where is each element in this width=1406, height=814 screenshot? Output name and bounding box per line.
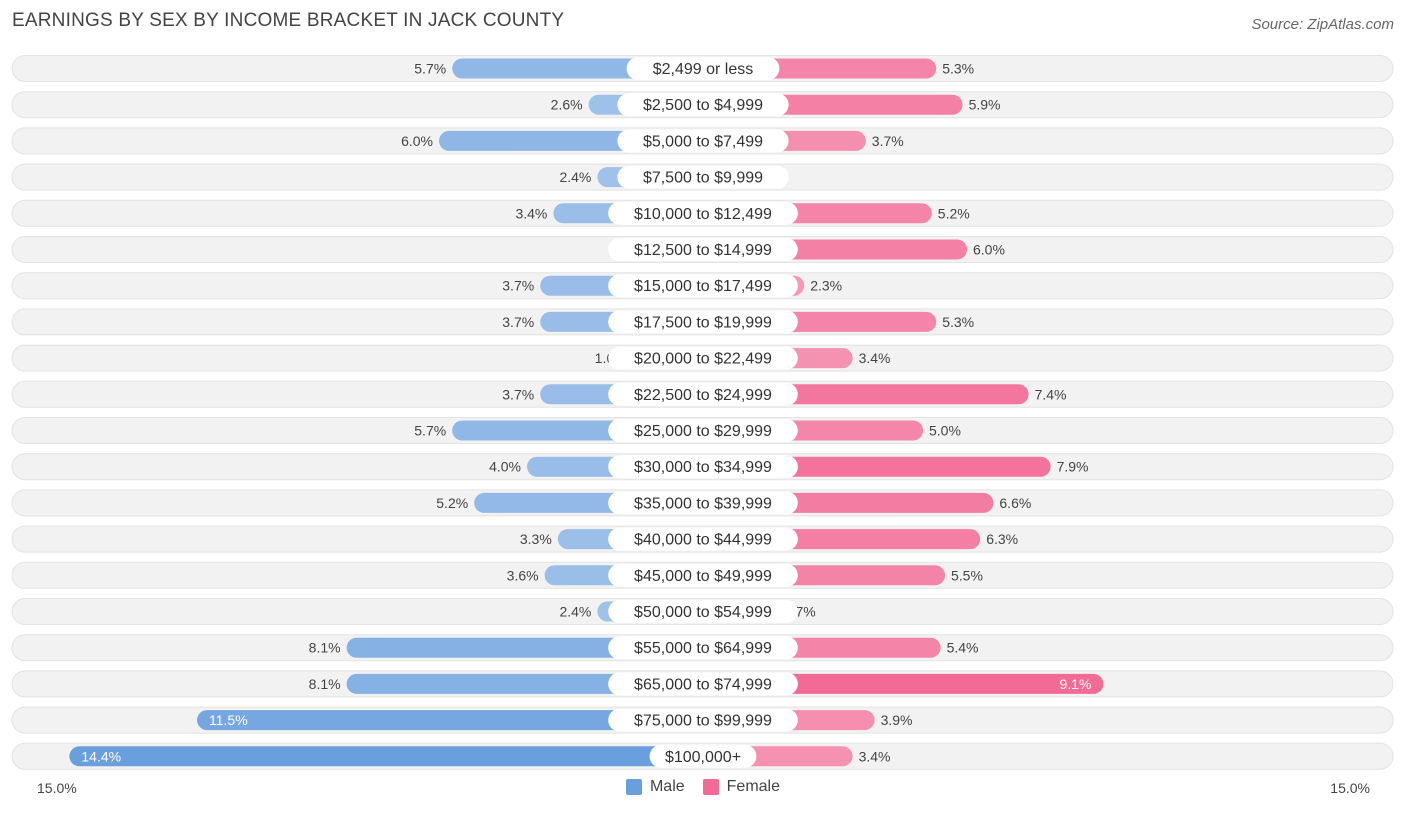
female-value-label: 5.3% xyxy=(942,61,974,77)
category-label: $20,000 to $22,499 xyxy=(634,351,772,368)
category-label-pill xyxy=(608,419,798,442)
category-label: $17,500 to $19,999 xyxy=(634,314,772,331)
female-value-label: 2.3% xyxy=(810,278,842,294)
male-value-label: 3.7% xyxy=(502,278,534,294)
male-value-label: 3.6% xyxy=(507,567,539,583)
legend-swatch-female xyxy=(702,779,719,795)
category-label-pill xyxy=(608,636,798,660)
category-label: $30,000 to $34,999 xyxy=(634,459,772,476)
male-value-label: 3.7% xyxy=(502,314,534,330)
category-label-pill xyxy=(608,346,798,370)
source-credit: Source: ZipAtlas.com xyxy=(1251,16,1394,33)
female-value-label: 9.1% xyxy=(1059,676,1091,692)
female-value-label: 3.4% xyxy=(859,350,891,366)
axis-left-label: 15.0% xyxy=(37,780,77,796)
male-value-label: 2.4% xyxy=(559,169,591,185)
female-value-label: 5.3% xyxy=(942,314,974,330)
category-label-pill xyxy=(608,708,798,732)
female-value-label: 6.0% xyxy=(973,242,1005,258)
category-label: $55,000 to $64,999 xyxy=(634,640,772,657)
category-label-pill xyxy=(608,274,798,298)
female-value-label: 3.4% xyxy=(859,748,891,764)
legend-label-female: Female xyxy=(726,778,781,795)
category-label-pill xyxy=(626,57,780,80)
category-label-pill xyxy=(617,93,789,117)
female-value-label: 7.4% xyxy=(1035,386,1067,402)
category-label: $22,500 to $24,999 xyxy=(634,387,772,404)
category-label-pill xyxy=(608,238,798,261)
male-value-label: 8.1% xyxy=(309,676,341,692)
male-value-label: 14.4% xyxy=(81,748,121,764)
legend-swatch-male xyxy=(625,779,642,795)
female-value-label: 3.9% xyxy=(881,712,913,728)
category-label-pill xyxy=(608,600,798,623)
male-value-label: 2.4% xyxy=(559,604,591,620)
legend-item-female: Female xyxy=(702,778,781,796)
male-value-label: 5.7% xyxy=(414,61,446,77)
female-value-label: 6.3% xyxy=(986,531,1018,547)
female-value-label: 5.9% xyxy=(969,97,1001,113)
female-value-label: 5.2% xyxy=(938,205,970,221)
chart-title: EARNINGS BY SEX BY INCOME BRACKET IN JAC… xyxy=(12,10,565,31)
category-label-pill xyxy=(608,527,798,551)
female-value-label: 6.6% xyxy=(999,495,1031,511)
male-value-label: 3.4% xyxy=(515,205,547,221)
category-label-pill xyxy=(608,382,798,406)
category-label-pill xyxy=(608,455,798,479)
male-value-label: 5.2% xyxy=(436,495,468,511)
category-label: $7,500 to $9,999 xyxy=(643,170,763,187)
category-label: $45,000 to $49,999 xyxy=(634,568,772,585)
category-label-pill xyxy=(608,672,798,696)
category-label: $25,000 to $29,999 xyxy=(634,423,772,440)
male-value-label: 8.1% xyxy=(309,640,341,656)
category-label: $5,000 to $7,499 xyxy=(643,133,763,150)
male-bar xyxy=(69,746,703,767)
category-label: $2,500 to $4,999 xyxy=(643,97,763,114)
female-value-label: 5.4% xyxy=(947,640,979,656)
category-label: $12,500 to $14,999 xyxy=(634,242,772,259)
male-value-label: 2.6% xyxy=(551,97,583,113)
male-value-label: 4.0% xyxy=(489,459,521,475)
category-label: $35,000 to $39,999 xyxy=(634,495,772,512)
category-label-pill xyxy=(617,165,789,189)
category-label: $65,000 to $74,999 xyxy=(634,676,772,693)
male-value-label: 3.7% xyxy=(502,386,534,402)
legend: Male Female xyxy=(0,778,1406,796)
male-value-label: 11.5% xyxy=(209,712,248,728)
legend-label-male: Male xyxy=(649,778,685,795)
category-label: $100,000+ xyxy=(665,749,741,766)
category-label: $75,000 to $99,999 xyxy=(634,713,772,730)
male-value-label: 5.7% xyxy=(414,423,446,439)
axis-right-label: 15.0% xyxy=(1330,780,1370,796)
legend-item-male: Male xyxy=(625,778,685,796)
female-value-label: 5.5% xyxy=(951,567,983,583)
male-value-label: 6.0% xyxy=(401,133,433,149)
male-bar xyxy=(197,710,703,731)
female-value-label: 3.7% xyxy=(872,133,904,149)
female-value-label: 7.9% xyxy=(1057,459,1089,475)
category-label-pill xyxy=(649,744,757,768)
male-value-label: 3.3% xyxy=(520,531,552,547)
category-label: $50,000 to $54,999 xyxy=(634,604,772,621)
category-label-pill xyxy=(608,201,798,225)
category-label-pill xyxy=(608,310,798,334)
category-label: $2,499 or less xyxy=(653,61,754,78)
category-label-pill xyxy=(608,491,798,515)
category-label: $15,000 to $17,499 xyxy=(634,278,772,295)
category-label: $10,000 to $12,499 xyxy=(634,206,772,223)
category-label-pill xyxy=(617,129,789,153)
female-value-label: 5.0% xyxy=(929,423,961,439)
female-bar xyxy=(703,673,1104,694)
category-label: $40,000 to $44,999 xyxy=(634,532,772,549)
category-label-pill xyxy=(608,563,798,587)
